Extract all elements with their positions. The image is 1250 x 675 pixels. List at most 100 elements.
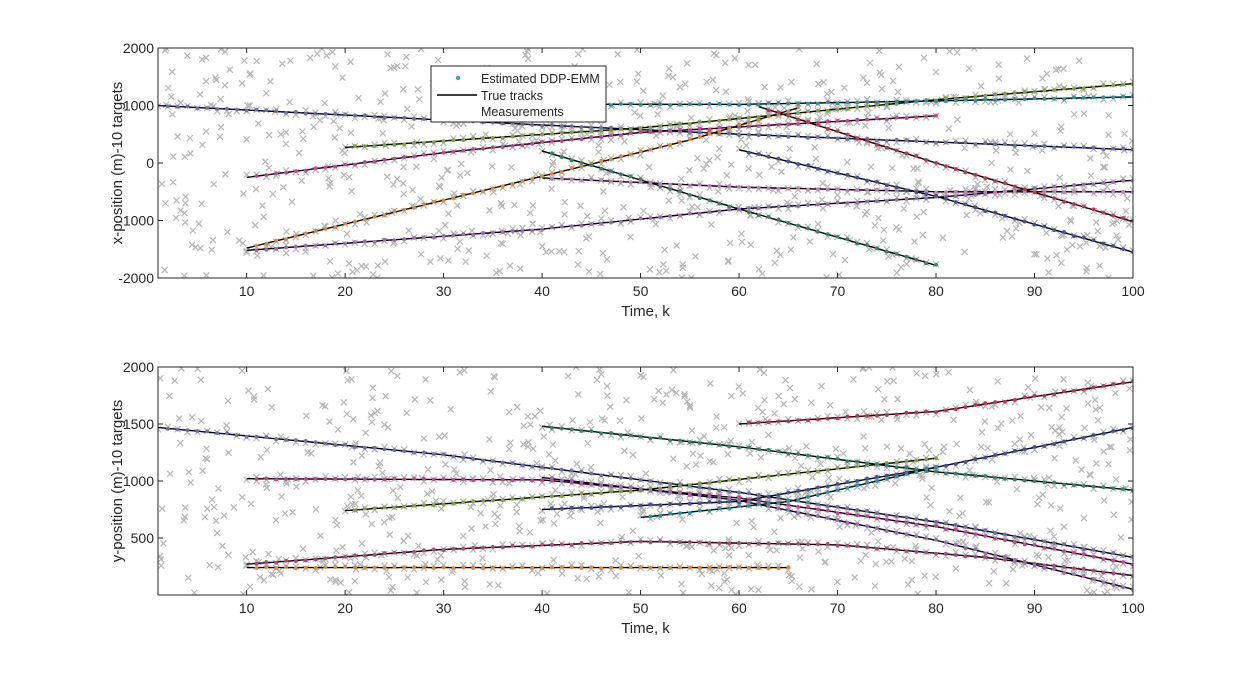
measurement-mark: [826, 401, 834, 409]
measurement-mark: [321, 99, 329, 107]
measurement-mark: [895, 63, 903, 71]
estimate-point: [884, 477, 889, 481]
estimate-point: [845, 414, 850, 419]
estimate-point: [1111, 558, 1116, 563]
estimate-point: [569, 478, 574, 483]
estimate-point: [234, 433, 239, 437]
measurement-mark: [727, 161, 735, 169]
measurement-mark: [345, 173, 353, 181]
estimate-point: [687, 211, 692, 216]
measurement-mark: [532, 170, 540, 178]
estimate-point: [609, 128, 613, 133]
estimate-point: [1062, 86, 1066, 91]
estimate-point: [392, 143, 397, 147]
estimate-point: [392, 448, 397, 453]
measurement-mark: [386, 531, 394, 539]
estimate-point: [490, 459, 495, 463]
measurement-mark: [277, 130, 285, 138]
estimate-point: [1121, 190, 1126, 194]
estimate-point: [747, 115, 751, 120]
measurement-mark: [515, 522, 523, 530]
estimate-point: [855, 117, 860, 122]
estimate-point: [195, 429, 200, 434]
estimate-point: [579, 505, 584, 510]
measurement-mark: [441, 432, 449, 440]
measurement-mark: [664, 72, 672, 80]
measurement-mark: [915, 179, 923, 187]
estimate-point: [540, 139, 544, 144]
estimate-point: [559, 478, 564, 483]
measurement-mark: [637, 415, 645, 423]
measurement-mark: [479, 554, 487, 562]
estimate-point: [904, 188, 909, 193]
measurement-mark: [596, 270, 604, 278]
measurement-mark: [599, 249, 607, 257]
measurement-mark: [1060, 523, 1068, 531]
measurement-mark: [1128, 137, 1133, 145]
estimate-point: [796, 101, 801, 106]
estimate-point: [924, 114, 929, 119]
estimate-point: [924, 261, 929, 266]
estimate-point: [1003, 538, 1007, 543]
estimate-point: [461, 138, 466, 142]
estimate-point: [392, 550, 397, 555]
estimate-point: [845, 119, 850, 123]
measurement-mark: [914, 178, 922, 186]
estimate-point: [707, 541, 712, 546]
measurement-mark: [728, 392, 735, 400]
estimate-point: [372, 565, 377, 570]
estimate-point: [796, 162, 801, 166]
measurement-mark: [164, 84, 172, 92]
estimate-point: [284, 237, 288, 242]
measurement-mark: [1003, 227, 1011, 235]
estimate-point: [550, 171, 554, 176]
estimate-point: [372, 477, 377, 482]
measurement-mark: [526, 209, 534, 217]
estimate-point: [934, 537, 938, 542]
measurement-mark: [282, 129, 290, 136]
estimate-point: [441, 477, 446, 481]
estimate-point: [530, 464, 535, 469]
estimate-point: [353, 508, 357, 513]
estimate-point: [737, 541, 741, 545]
estimate-point: [875, 142, 879, 147]
measurement-mark: [1053, 251, 1061, 259]
estimate-point: [648, 565, 653, 570]
estimate-point: [687, 440, 692, 445]
estimate-point: [1121, 247, 1126, 252]
measurement-mark: [1055, 202, 1063, 210]
estimate-point: [1111, 583, 1116, 588]
estimate-point: [540, 542, 544, 547]
measurement-mark: [1056, 505, 1064, 512]
measurement-mark: [878, 85, 886, 93]
estimate-point: [697, 211, 702, 216]
estimate-point: [855, 200, 860, 205]
estimate-point: [303, 243, 308, 248]
chart-panel-1: 10 20 30 40 50 60 70 80 90 100-2000-1000010002000…: [109, 40, 1145, 320]
estimate-point: [707, 101, 712, 106]
measurement-mark: [444, 257, 452, 264]
estimate-point: [579, 125, 584, 129]
measurement-mark: [656, 268, 663, 276]
measurement-mark: [181, 153, 189, 161]
measurement-mark: [491, 373, 499, 381]
estimate-point: [855, 104, 860, 109]
estimate-point: [914, 534, 919, 539]
estimate-point: [717, 118, 722, 123]
estimate-point: [697, 119, 702, 124]
measurement-mark: [745, 551, 753, 559]
legend-label-measurements: Measurements: [481, 105, 564, 119]
measurement-mark: [912, 184, 920, 192]
estimate-point: [313, 557, 318, 562]
estimate-point: [372, 506, 377, 511]
estimate-point: [1042, 546, 1047, 550]
estimate-point: [1111, 571, 1116, 576]
measurement-mark: [456, 238, 464, 246]
measurement-mark: [725, 536, 733, 543]
estimate-point: [1003, 98, 1007, 102]
measurement-mark: [771, 259, 779, 267]
estimate-point: [362, 217, 367, 222]
measurement-mark: [561, 198, 569, 206]
estimate-point: [687, 102, 692, 107]
measurement-mark: [269, 571, 277, 579]
